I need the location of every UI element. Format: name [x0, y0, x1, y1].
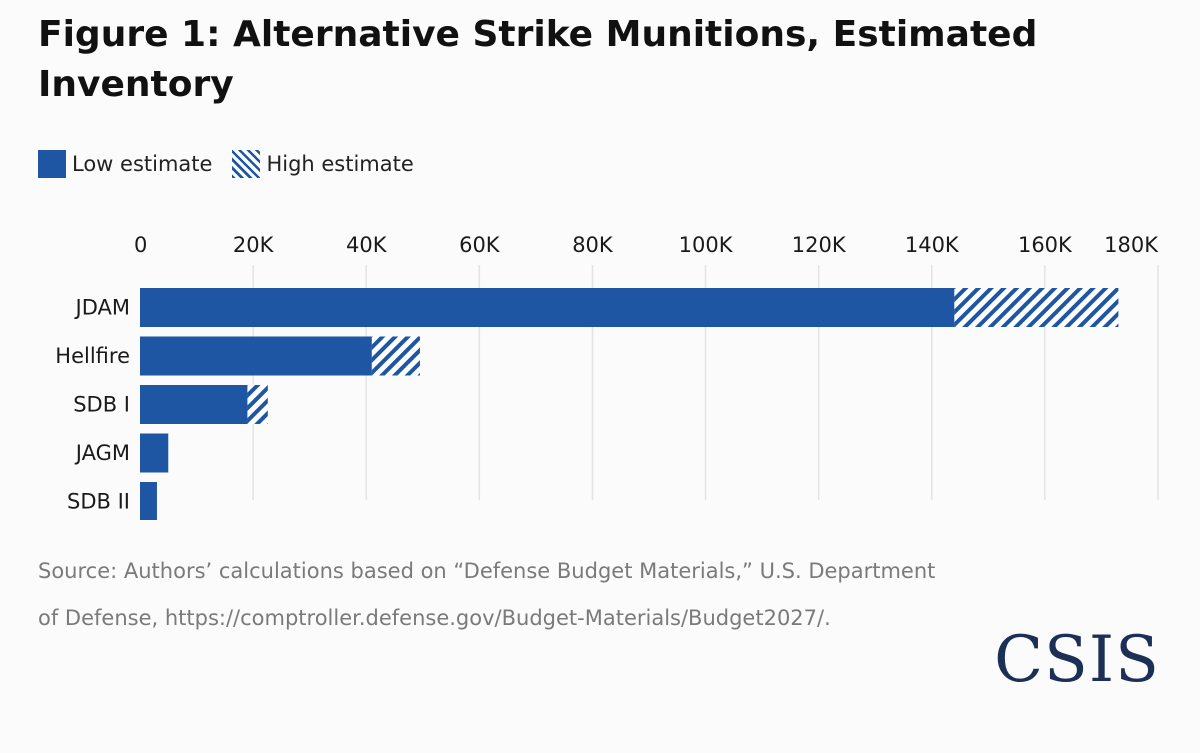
bar-chart: 0 20K 40K 60K 80K 100K 120K 140K 160K 180K JDAM He… — [55, 233, 1159, 520]
category-labels: JDAM Hellfire SDB I JAGM SDB II — [55, 296, 130, 514]
source-note: Source: Authors’ calculations based on “… — [38, 559, 936, 630]
category-label: SDB II — [67, 490, 130, 514]
legend-item-high: High estimate — [232, 150, 414, 178]
category-label: JDAM — [74, 296, 130, 320]
chart-title: Figure 1: Alternative Strike Munitions, … — [38, 14, 1038, 105]
x-tick-label: 160K — [1018, 233, 1073, 257]
legend-label-high: High estimate — [266, 152, 414, 176]
category-label: JAGM — [74, 441, 130, 465]
legend-swatch-low — [38, 150, 66, 178]
legend-item-low: Low estimate — [38, 150, 212, 178]
legend: Low estimate High estimate — [38, 150, 434, 178]
x-tick-label: 100K — [679, 233, 734, 257]
x-tick-label: 120K — [792, 233, 847, 257]
x-tick-label: 40K — [346, 233, 388, 257]
x-tick-label: 80K — [572, 233, 614, 257]
csis-logo: CSIS — [994, 623, 1160, 697]
bar-high-sdb-i — [247, 385, 268, 424]
bar-low-jagm — [140, 433, 169, 473]
bar-high-hellfire — [371, 336, 420, 376]
legend-label-low: Low estimate — [72, 152, 213, 176]
legend-swatch-high — [232, 150, 261, 178]
x-axis-ticks: 0 20K 40K 60K 80K 100K 120K 140K 160K 180K — [134, 233, 1159, 257]
bar-low-sdb-i — [140, 385, 248, 424]
x-tick-label: 180K — [1104, 233, 1159, 257]
category-label: Hellfire — [55, 344, 130, 368]
bar-high-jdam — [954, 288, 1119, 327]
x-tick-label: 140K — [905, 233, 960, 257]
bar-low-sdb-ii — [140, 482, 157, 520]
bars — [140, 288, 1119, 520]
x-tick-label: 20K — [233, 233, 275, 257]
x-tick-label: 60K — [459, 233, 501, 257]
category-label: SDB I — [73, 393, 130, 417]
x-tick-label: 0 — [134, 233, 147, 257]
bar-low-jdam — [140, 288, 955, 327]
bar-low-hellfire — [140, 336, 372, 376]
